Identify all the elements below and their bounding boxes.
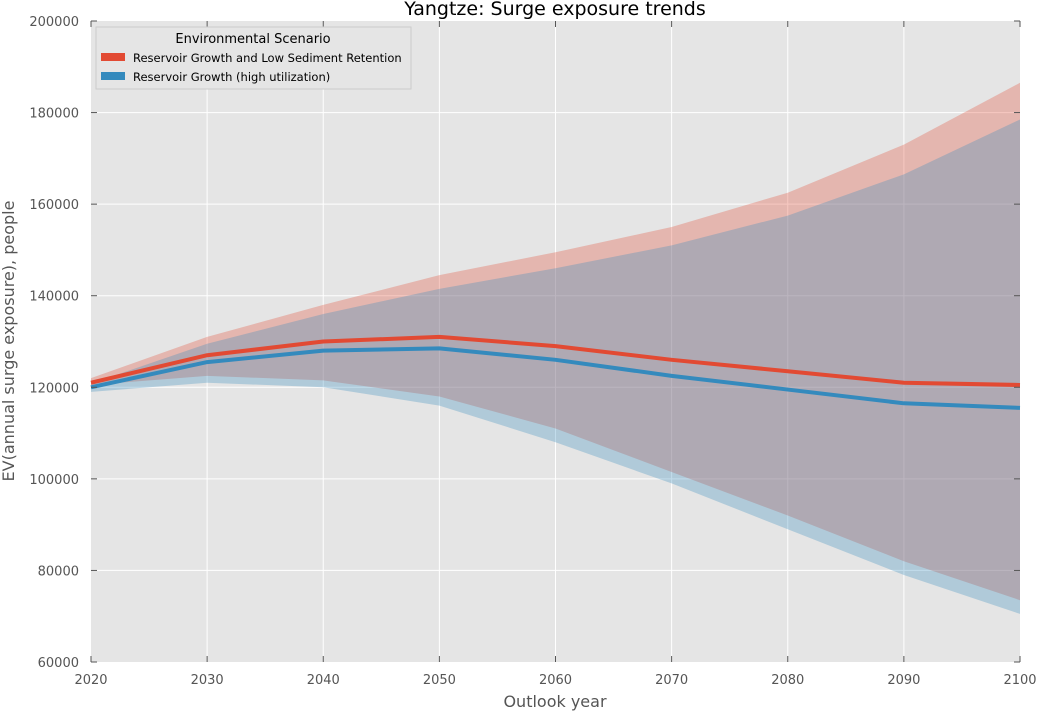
x-tick-label: 2050 xyxy=(423,673,456,688)
x-tick-label: 2090 xyxy=(887,673,920,688)
legend-title: Environmental Scenario xyxy=(175,32,330,47)
y-axis-title: EV(annual surge exposure), people xyxy=(0,201,18,482)
legend: Environmental Scenario Reservoir Growth … xyxy=(95,26,412,90)
x-tick-labels: 2020 2030 2040 2050 2060 2070 2080 2090 2100 xyxy=(74,673,1036,688)
x-tick-label: 2020 xyxy=(74,673,107,688)
y-tick-label: 140000 xyxy=(29,290,79,305)
series-1-band xyxy=(91,82,1020,601)
x-tick-label: 2100 xyxy=(1003,673,1036,688)
x-tick-label: 2040 xyxy=(307,673,340,688)
y-tick-label: 60000 xyxy=(38,656,79,671)
y-tick-label: 80000 xyxy=(38,564,79,579)
confidence-bands xyxy=(91,82,1020,614)
y-tick-label: 200000 xyxy=(29,15,79,30)
y-tick-label: 180000 xyxy=(29,107,79,122)
y-tick-label: 120000 xyxy=(29,381,79,396)
x-tick-label: 2060 xyxy=(539,673,572,688)
legend-swatch-series-2 xyxy=(101,72,125,80)
series-lines xyxy=(90,334,1021,410)
y-tick-label: 100000 xyxy=(29,473,79,488)
legend-swatch-series-1 xyxy=(101,53,125,61)
x-tick-label: 2080 xyxy=(771,673,804,688)
legend-label-series-1: Reservoir Growth and Low Sediment Retent… xyxy=(133,51,402,65)
y-tick-label: 160000 xyxy=(29,198,79,213)
axis-ticks xyxy=(90,20,1021,663)
series-2-line xyxy=(90,346,1021,410)
y-tick-labels: 60000 80000 100000 120000 140000 160000 180000… xyxy=(29,15,79,671)
x-tick-label: 2070 xyxy=(655,673,688,688)
legend-label-series-2: Reservoir Growth (high utilization) xyxy=(133,70,330,84)
x-tick-label: 2030 xyxy=(191,673,224,688)
legend-box xyxy=(95,26,412,90)
chart-title: Yangtze: Surge exposure trends xyxy=(403,0,706,20)
x-axis-title: Outlook year xyxy=(503,692,607,711)
series-1-line xyxy=(90,334,1021,387)
series-2-band xyxy=(91,119,1020,614)
